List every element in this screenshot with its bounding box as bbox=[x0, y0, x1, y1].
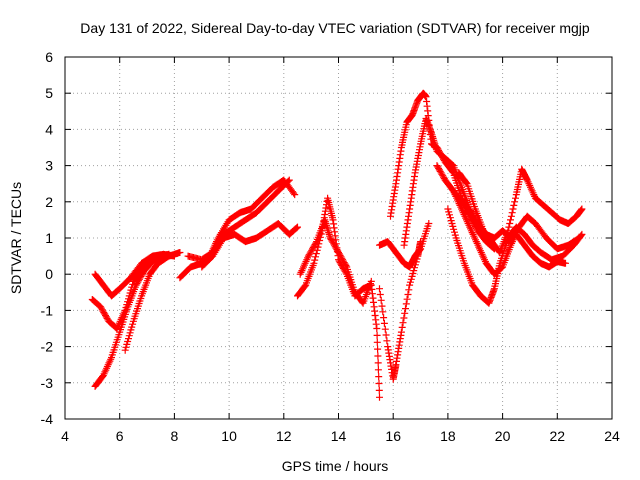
y-tick-label: 0 bbox=[45, 266, 53, 282]
y-tick-label: 1 bbox=[45, 230, 53, 246]
data-point-markers bbox=[376, 220, 433, 271]
series-arc-17 bbox=[504, 230, 569, 271]
x-tick-label: 22 bbox=[550, 428, 566, 444]
x-tick-label: 20 bbox=[495, 428, 511, 444]
y-tick-label: -4 bbox=[41, 411, 54, 427]
y-tick-label: -1 bbox=[41, 302, 54, 318]
series-arc-7 bbox=[198, 220, 301, 271]
series-arc-9 bbox=[296, 216, 375, 307]
x-tick-label: 6 bbox=[116, 428, 124, 444]
x-tick-label: 24 bbox=[604, 428, 620, 444]
y-tick-label: 4 bbox=[45, 121, 53, 137]
data-point-markers bbox=[184, 176, 293, 264]
x-tick-label: 12 bbox=[276, 428, 292, 444]
data-point-markers bbox=[91, 250, 173, 390]
y-tick-label: 6 bbox=[45, 49, 53, 65]
y-tick-label: 5 bbox=[45, 85, 53, 101]
x-tick-label: 18 bbox=[440, 428, 456, 444]
x-tick-label: 10 bbox=[221, 428, 237, 444]
y-tick-label: 2 bbox=[45, 194, 53, 210]
y-tick-label: -2 bbox=[41, 339, 54, 355]
x-tick-label: 4 bbox=[61, 428, 69, 444]
series-arc-6 bbox=[184, 176, 293, 264]
y-tick-label: -3 bbox=[41, 375, 54, 391]
grid bbox=[65, 57, 612, 419]
data-point-markers bbox=[504, 230, 569, 271]
chart-title: Day 131 of 2022, Sidereal Day-to-day VTE… bbox=[80, 20, 590, 36]
series-arc-4 bbox=[121, 249, 184, 354]
data-point-markers bbox=[400, 115, 515, 249]
data-point-markers bbox=[455, 165, 586, 256]
series-arc-3 bbox=[91, 250, 173, 390]
data-point-markers bbox=[444, 205, 586, 307]
data-point-markers bbox=[198, 220, 301, 271]
series-arc-11 bbox=[376, 220, 433, 271]
x-tick-label: 16 bbox=[385, 428, 401, 444]
series-arc-16 bbox=[455, 165, 586, 256]
y-tick-label: 3 bbox=[45, 158, 53, 174]
data-point-markers bbox=[296, 216, 375, 307]
series-arc-18 bbox=[449, 187, 498, 253]
series-arc-15 bbox=[444, 205, 586, 307]
x-tick-label: 14 bbox=[331, 428, 347, 444]
x-axis-label: GPS time / hours bbox=[282, 458, 389, 474]
data-point-markers bbox=[387, 89, 490, 238]
series-arc-12 bbox=[387, 89, 490, 238]
data-point-markers bbox=[449, 187, 498, 253]
series-arc-13 bbox=[400, 115, 515, 249]
data-points bbox=[88, 89, 586, 401]
y-axis-label: SDTVAR / TECUs bbox=[8, 182, 24, 294]
data-point-markers bbox=[121, 249, 184, 354]
x-tick-label: 8 bbox=[171, 428, 179, 444]
